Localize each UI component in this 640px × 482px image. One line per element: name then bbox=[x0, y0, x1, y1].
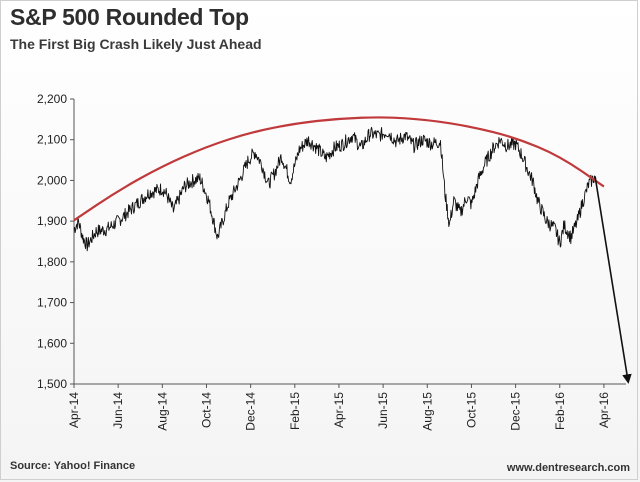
y-tick-label: 1,500 bbox=[37, 377, 67, 391]
x-tick-label: Dec-14 bbox=[244, 392, 258, 431]
chart-title: S&P 500 Rounded Top bbox=[10, 4, 249, 30]
y-tick-label: 1,700 bbox=[37, 296, 67, 310]
y-tick-label: 1,800 bbox=[37, 255, 67, 269]
website-label: www.dentresearch.com bbox=[506, 462, 630, 474]
y-tick-label: 2,200 bbox=[37, 92, 67, 106]
x-tick-label: Apr-14 bbox=[67, 392, 81, 428]
rounded-top-arc bbox=[73, 116, 605, 222]
x-tick-label: Aug-15 bbox=[420, 392, 434, 431]
projected-crash-arrow bbox=[594, 176, 632, 384]
source-label: Source: Yahoo! Finance bbox=[10, 460, 136, 472]
chart-subtitle: The First Big Crash Likely Just Ahead bbox=[10, 36, 262, 52]
y-tick-label: 2,000 bbox=[37, 173, 67, 187]
x-tick-label: Aug-14 bbox=[155, 392, 169, 431]
y-tick-label: 1,600 bbox=[37, 336, 67, 350]
sp500-price-line bbox=[73, 126, 596, 252]
y-tick-label: 1,900 bbox=[37, 214, 67, 228]
x-tick-label: Apr-16 bbox=[597, 392, 611, 428]
y-tick-label: 2,100 bbox=[37, 133, 67, 147]
x-tick-label: Jun-14 bbox=[111, 392, 125, 429]
x-tick-label: Oct-15 bbox=[464, 392, 478, 428]
x-tick-label: Apr-15 bbox=[332, 392, 346, 428]
x-tick-label: Dec-15 bbox=[509, 392, 523, 431]
x-tick-label: Feb-16 bbox=[553, 392, 567, 430]
x-tick-label: Jun-15 bbox=[376, 392, 390, 429]
x-tick-label: Feb-15 bbox=[288, 392, 302, 430]
x-tick-label: Oct-14 bbox=[199, 392, 213, 428]
